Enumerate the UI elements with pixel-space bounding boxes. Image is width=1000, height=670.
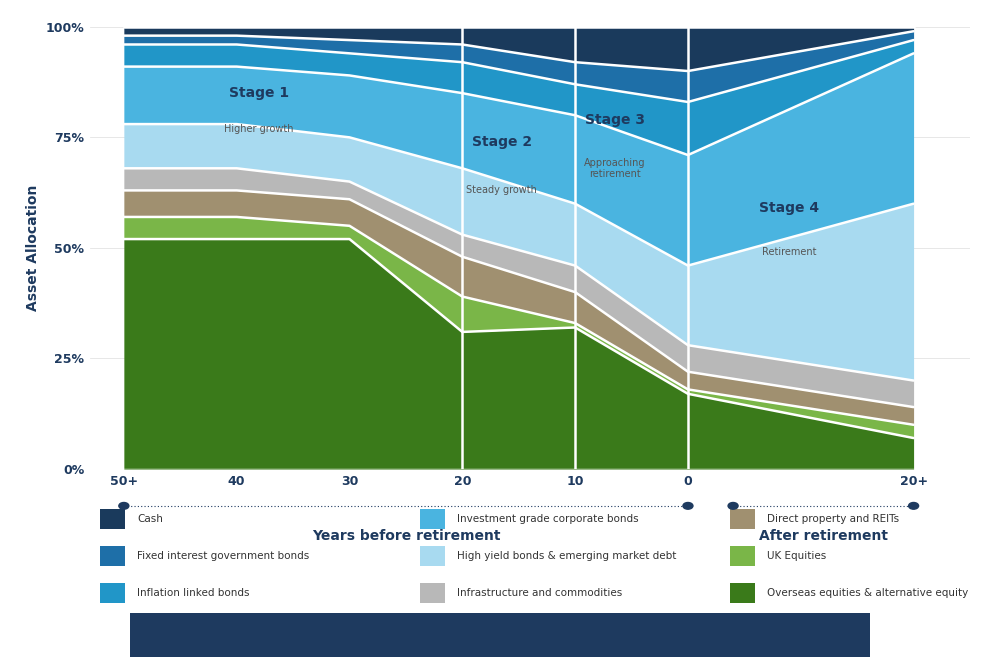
- Text: UK Equities: UK Equities: [767, 551, 826, 561]
- Text: After retirement: After retirement: [759, 529, 888, 543]
- Text: Stage 4: Stage 4: [759, 201, 820, 215]
- Text: Cash: Cash: [137, 515, 163, 524]
- Text: Infrastructure and commodities: Infrastructure and commodities: [457, 588, 622, 598]
- Text: Overseas equities & alternative equity: Overseas equities & alternative equity: [767, 588, 968, 598]
- Text: Retirement: Retirement: [762, 247, 817, 257]
- Text: Investment grade corporate bonds: Investment grade corporate bonds: [457, 515, 639, 524]
- Text: Fixed interest government bonds: Fixed interest government bonds: [137, 551, 309, 561]
- Text: Choose from 3 lifestyle profiles, cash lifestyle, drawdown lifestyle and annuity: Choose from 3 lifestyle profiles, cash l…: [228, 628, 772, 641]
- Y-axis label: Asset Allocation: Asset Allocation: [26, 185, 40, 311]
- Text: Stage 1: Stage 1: [229, 86, 289, 100]
- Text: Stage 3: Stage 3: [585, 113, 645, 127]
- Text: Years before retirement: Years before retirement: [312, 529, 500, 543]
- Text: High yield bonds & emerging market debt: High yield bonds & emerging market debt: [457, 551, 676, 561]
- Text: Higher growth: Higher growth: [224, 123, 294, 133]
- Text: Inflation linked bonds: Inflation linked bonds: [137, 588, 250, 598]
- Text: Steady growth: Steady growth: [466, 186, 537, 196]
- Text: Direct property and REITs: Direct property and REITs: [767, 515, 899, 524]
- Text: Stage 2: Stage 2: [472, 135, 532, 149]
- Text: Approaching
retirement: Approaching retirement: [584, 157, 645, 179]
